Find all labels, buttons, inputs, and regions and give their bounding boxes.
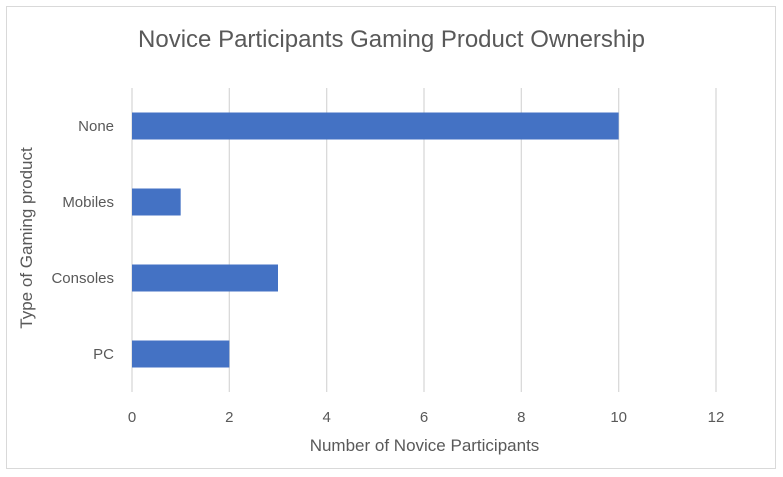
x-tick-label: 0 [128,409,136,426]
y-tick-labels: None Mobiles Consoles PC [51,118,114,363]
x-tick-label: 12 [708,409,725,426]
y-axis-label: Type of Gaming product [17,147,36,329]
x-tick-labels: 0 2 4 6 8 10 12 [128,409,725,426]
y-tick-label: None [78,118,114,135]
x-axis-label: Number of Novice Participants [309,436,540,455]
chart-frame [6,6,776,469]
y-tick-label: Consoles [51,270,114,287]
bar-mobiles [132,188,181,216]
bar-pc [132,340,230,368]
bars [132,112,619,368]
x-tick-label: 8 [517,409,525,426]
chart-title: Novice Participants Gaming Product Owner… [138,26,645,53]
x-tick-label: 4 [322,409,330,426]
bar-consoles [132,264,278,292]
x-tick-label: 10 [610,409,627,426]
y-tick-label: Mobiles [62,194,114,211]
bar-none [132,112,619,140]
x-tick-label: 2 [225,409,233,426]
y-tick-label: PC [93,346,114,363]
x-tick-label: 6 [420,409,428,426]
